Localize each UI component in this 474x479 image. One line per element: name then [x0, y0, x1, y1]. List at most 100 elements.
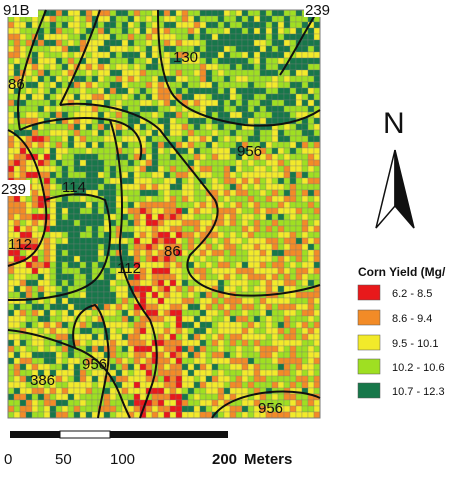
yield-cell [181, 165, 189, 173]
yield-cell [61, 27, 69, 35]
yield-cell [13, 405, 21, 413]
yield-cell [25, 99, 33, 107]
yield-cell [133, 21, 141, 29]
yield-cell [163, 351, 171, 359]
yield-cell [31, 405, 39, 413]
yield-cell [73, 405, 81, 413]
yield-cell [265, 129, 273, 137]
yield-cell [103, 39, 111, 47]
yield-cell [235, 63, 243, 71]
yield-cell [211, 27, 219, 35]
yield-cell [169, 363, 177, 371]
yield-cell [133, 183, 141, 191]
yield-cell [277, 39, 285, 47]
yield-cell [181, 405, 189, 413]
yield-cell [169, 267, 177, 275]
yield-cell [271, 237, 279, 245]
yield-cell [265, 201, 273, 209]
yield-cell [49, 171, 57, 179]
yield-cell [85, 219, 93, 227]
yield-cell [175, 75, 183, 83]
yield-cell [205, 165, 213, 173]
yield-cell [61, 33, 69, 41]
yield-cell [247, 45, 255, 53]
yield-cell [283, 207, 291, 215]
yield-cell [121, 375, 129, 383]
yield-cell [49, 87, 57, 95]
yield-cell [199, 195, 207, 203]
yield-cell [271, 201, 279, 209]
yield-cell [229, 303, 237, 311]
yield-cell [19, 363, 27, 371]
yield-cell [175, 351, 183, 359]
yield-cell [163, 369, 171, 377]
yield-cell [133, 171, 141, 179]
yield-cell [229, 237, 237, 245]
yield-cell [55, 123, 63, 131]
yield-cell [133, 399, 141, 407]
yield-cell [313, 357, 321, 365]
yield-cell [79, 321, 87, 329]
yield-cell [97, 57, 105, 65]
yield-cell [289, 399, 297, 407]
yield-cell [109, 45, 117, 53]
yield-cell [13, 33, 21, 41]
yield-cell [265, 63, 273, 71]
yield-cell [229, 141, 237, 149]
yield-cell [301, 273, 309, 281]
yield-cell [187, 123, 195, 131]
yield-cell [175, 27, 183, 35]
yield-cell [163, 165, 171, 173]
yield-cell [265, 375, 273, 383]
yield-cell [283, 141, 291, 149]
yield-cell [313, 399, 321, 407]
yield-cell [271, 261, 279, 269]
yield-cell [199, 27, 207, 35]
yield-cell [61, 237, 69, 245]
yield-cell [313, 411, 321, 419]
yield-cell [301, 81, 309, 89]
yield-cell [277, 87, 285, 95]
yield-cell [43, 399, 51, 407]
yield-cell [307, 273, 315, 281]
yield-cell [121, 39, 129, 47]
yield-cell [25, 111, 33, 119]
yield-cell [265, 243, 273, 251]
yield-cell [187, 147, 195, 155]
yield-cell [115, 345, 123, 353]
yield-cell [295, 273, 303, 281]
yield-cell [91, 159, 99, 167]
yield-cell [127, 57, 135, 65]
yield-cell [193, 333, 201, 341]
yield-cell [109, 213, 117, 221]
yield-cell [307, 279, 315, 287]
yield-cell [235, 399, 243, 407]
yield-cell [265, 117, 273, 125]
yield-cell [247, 321, 255, 329]
yield-cell [241, 111, 249, 119]
yield-cell [295, 405, 303, 413]
yield-cell [97, 231, 105, 239]
yield-cell [193, 255, 201, 263]
yield-cell [271, 297, 279, 305]
yield-cell [25, 309, 33, 317]
yield-cell [169, 327, 177, 335]
yield-cell [7, 375, 15, 383]
yield-cell [175, 345, 183, 353]
yield-cell [109, 93, 117, 101]
yield-cell [157, 105, 165, 113]
yield-cell [181, 393, 189, 401]
yield-cell [157, 81, 165, 89]
yield-cell [199, 369, 207, 377]
yield-cell [121, 381, 129, 389]
yield-cell [235, 219, 243, 227]
yield-cell [271, 51, 279, 59]
yield-cell [103, 165, 111, 173]
yield-cell [73, 45, 81, 53]
yield-cell [289, 213, 297, 221]
yield-cell [223, 21, 231, 29]
yield-cell [43, 249, 51, 257]
yield-cell [253, 303, 261, 311]
yield-cell [187, 189, 195, 197]
yield-cell [301, 333, 309, 341]
